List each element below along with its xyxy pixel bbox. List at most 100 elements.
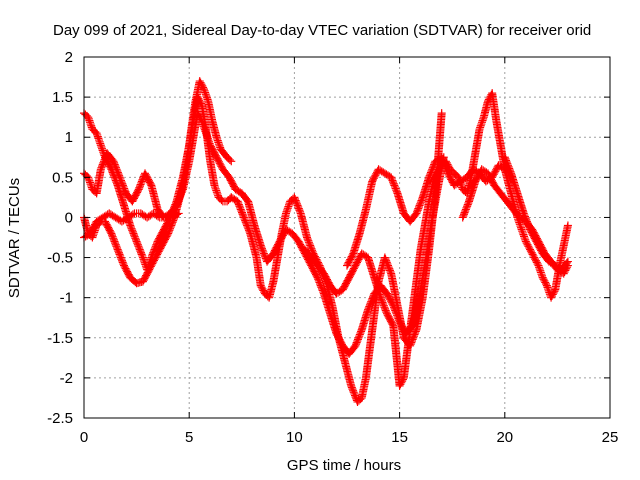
data-point <box>211 184 220 193</box>
data-point <box>201 127 210 136</box>
data-point <box>174 209 183 218</box>
data-point <box>457 181 466 190</box>
data-point <box>198 118 207 127</box>
data-point <box>173 210 182 219</box>
data-point <box>454 173 463 182</box>
data-point <box>85 176 94 185</box>
data-point <box>199 83 208 92</box>
data-point <box>199 122 208 131</box>
data-point <box>227 157 236 166</box>
series-group <box>80 93 236 274</box>
data-point <box>200 124 209 133</box>
data-point <box>212 186 221 195</box>
data-point <box>94 134 103 143</box>
data-point <box>146 256 155 265</box>
data-point <box>87 181 96 190</box>
x-tick-label: 10 <box>286 429 303 446</box>
series-group <box>80 109 246 222</box>
data-point <box>97 142 106 151</box>
data-point <box>536 268 545 277</box>
data-point <box>213 136 222 145</box>
data-point <box>202 130 211 139</box>
data-point <box>86 120 95 129</box>
data-point <box>203 95 212 104</box>
data-point <box>84 113 93 122</box>
data-point <box>95 136 104 145</box>
x-tick-label: 20 <box>496 429 513 446</box>
data-point <box>93 130 102 139</box>
data-point <box>437 109 446 118</box>
data-point <box>86 178 95 187</box>
data-point <box>143 263 152 272</box>
data-point <box>455 175 464 184</box>
data-point <box>204 136 213 145</box>
data-point <box>200 125 209 134</box>
data-point <box>199 120 208 129</box>
data-point <box>284 202 293 211</box>
data-point <box>533 259 542 268</box>
data-point <box>92 129 101 138</box>
data-point <box>93 132 102 141</box>
data-point <box>562 258 571 267</box>
data-point <box>517 223 526 232</box>
data-point <box>85 116 94 125</box>
data-point <box>84 114 93 123</box>
data-point <box>202 129 211 138</box>
data-point <box>98 144 107 153</box>
tick-labels: 0 5 10 15 20 25 -2.5 -2 -1.5 -1 -0.5 0 0.5 1 1.5 2 <box>47 49 618 446</box>
data-point <box>538 271 547 280</box>
y-tick-label: 0 <box>65 209 73 226</box>
plot-frame <box>83 56 611 419</box>
data-point <box>475 125 484 134</box>
data-point <box>205 137 214 146</box>
data-point <box>199 85 208 94</box>
y-tick-label: 0.5 <box>52 169 73 186</box>
y-tick-label: -0.5 <box>47 250 73 267</box>
data-point <box>476 121 485 130</box>
data-point <box>212 133 221 142</box>
data-marks <box>80 77 572 406</box>
data-point <box>96 141 105 150</box>
data-point <box>534 261 543 270</box>
x-axis-label: GPS time / hours <box>287 457 401 474</box>
data-point <box>455 176 464 185</box>
data-point <box>535 263 544 272</box>
series-group <box>500 153 572 274</box>
data-point <box>225 155 234 164</box>
data-point <box>87 121 96 130</box>
data-point <box>281 209 290 218</box>
x-tick-label: 0 <box>80 429 88 446</box>
data-point <box>519 230 528 239</box>
data-point <box>542 281 551 290</box>
data-point <box>197 117 206 126</box>
x-tick-label: 15 <box>391 429 408 446</box>
data-point <box>95 137 104 146</box>
x-tick-label: 25 <box>602 429 619 446</box>
x-tick-label: 5 <box>185 429 193 446</box>
data-point <box>138 251 147 260</box>
data-point <box>563 221 572 230</box>
data-point <box>214 138 223 147</box>
data-point <box>516 222 525 231</box>
data-point <box>515 220 524 229</box>
data-point <box>145 258 154 267</box>
data-point <box>146 255 155 264</box>
y-tick-label: 1 <box>65 129 73 146</box>
data-point <box>139 255 148 264</box>
data-point <box>520 232 529 241</box>
y-tick-label: -1 <box>60 290 73 307</box>
data-point <box>456 178 465 187</box>
data-point <box>213 134 222 143</box>
data-point <box>476 123 485 132</box>
data-point <box>96 139 105 148</box>
data-point <box>212 188 221 197</box>
data-point <box>283 205 292 214</box>
data-point <box>535 265 544 274</box>
data-point <box>202 93 211 102</box>
y-tick-label: -1.5 <box>47 330 73 347</box>
data-point <box>479 114 488 123</box>
data-point <box>201 88 210 97</box>
data-point <box>520 234 529 243</box>
series-group <box>237 153 448 358</box>
